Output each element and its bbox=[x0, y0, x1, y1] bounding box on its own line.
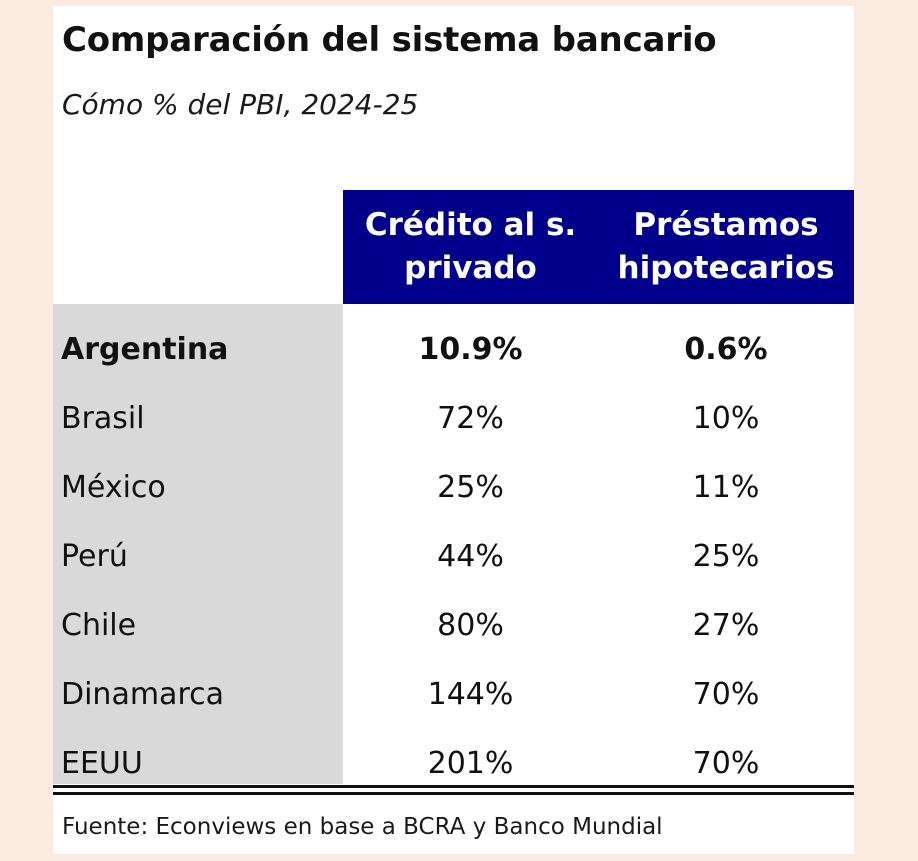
credito-value: 144% bbox=[427, 677, 514, 712]
credito-value: 10.9% bbox=[418, 332, 523, 367]
bottom-rule-2 bbox=[53, 792, 854, 795]
table-row: EEUU 201% 70% bbox=[53, 729, 854, 798]
chart-subtitle: Cómo % del PBI, 2024-25 bbox=[62, 88, 419, 121]
prestamos-value: 70% bbox=[692, 746, 760, 781]
table-row: Dinamarca 144% 70% bbox=[53, 660, 854, 729]
country-name: Chile bbox=[61, 608, 137, 643]
credito-value: 201% bbox=[427, 746, 514, 781]
table-row: Chile 80% 27% bbox=[53, 591, 854, 660]
country-name: EEUU bbox=[61, 746, 143, 781]
credito-value: 72% bbox=[437, 401, 504, 436]
column-header-credito-line-2: privado bbox=[404, 250, 537, 286]
country-name: Argentina bbox=[61, 332, 229, 367]
table-row: Argentina 10.9% 0.6% bbox=[53, 315, 854, 384]
credito-value: 80% bbox=[437, 608, 504, 643]
credito-value: 44% bbox=[437, 539, 504, 574]
source-note: Fuente: Econviews en base a BCRA y Banco… bbox=[62, 814, 663, 840]
country-column-background bbox=[53, 304, 343, 784]
prestamos-value: 25% bbox=[692, 539, 760, 574]
prestamos-value: 0.6% bbox=[684, 332, 768, 367]
country-name: Perú bbox=[61, 539, 128, 574]
prestamos-value: 70% bbox=[692, 677, 760, 712]
country-name: México bbox=[61, 470, 166, 505]
prestamos-value: 10% bbox=[692, 401, 760, 436]
table-card: Comparación del sistema bancario Cómo % … bbox=[53, 6, 854, 854]
bottom-rule-1 bbox=[53, 785, 854, 788]
column-header-prestamos: Préstamos hipotecarios bbox=[598, 190, 854, 304]
column-header-prestamos-line-1: Préstamos bbox=[633, 207, 819, 243]
table-row: Perú 44% 25% bbox=[53, 522, 854, 591]
column-header-credito-line-1: Crédito al s. bbox=[364, 207, 577, 243]
prestamos-value: 27% bbox=[692, 608, 760, 643]
credito-value: 25% bbox=[437, 470, 504, 505]
prestamos-value: 11% bbox=[692, 470, 760, 505]
country-name: Dinamarca bbox=[61, 677, 224, 712]
country-name: Brasil bbox=[61, 401, 145, 436]
column-header-credito: Crédito al s. privado bbox=[343, 190, 598, 304]
chart-title: Comparación del sistema bancario bbox=[62, 20, 717, 60]
column-header-prestamos-line-2: hipotecarios bbox=[617, 250, 835, 286]
table-row: Brasil 72% 10% bbox=[53, 384, 854, 453]
table-row: México 25% 11% bbox=[53, 453, 854, 522]
